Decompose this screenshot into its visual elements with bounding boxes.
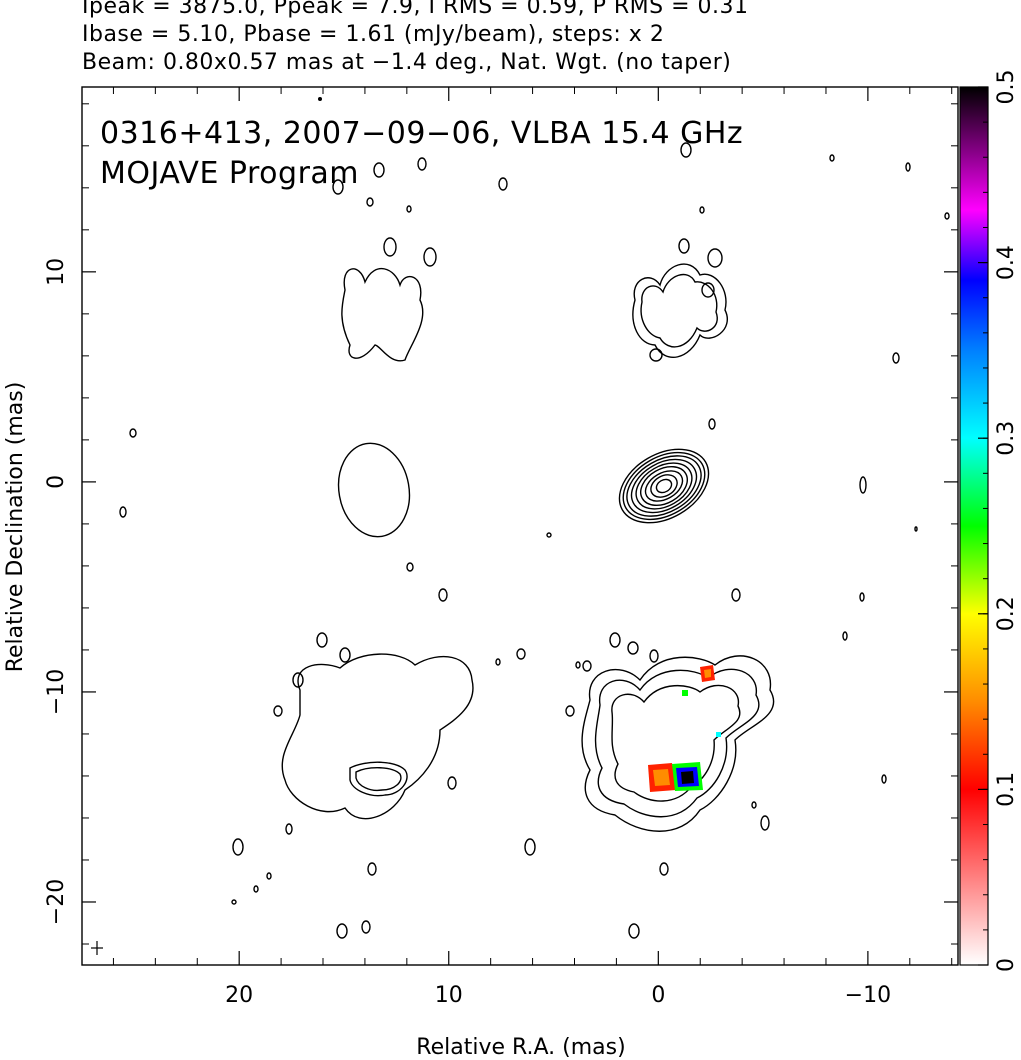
x-axis-label: Relative R.A. (mas) — [416, 1035, 625, 1060]
colorbar-tick-label: 0.5 — [994, 70, 1019, 105]
x-tick-label: 20 — [225, 983, 253, 1008]
colorbar-ticks: 0 0.1 0.2 0.3 0.4 0.5 — [978, 70, 1019, 972]
upper-polarization-island — [423, 247, 437, 267]
header-base-line: Ibase = 5.10, Pbase = 1.61 (mJy/beam), s… — [82, 22, 665, 47]
colorbar-tick-label: 0.2 — [994, 596, 1019, 631]
core-polarization-contour — [337, 442, 411, 538]
upper-polarization-island — [383, 237, 397, 257]
colorbar — [959, 86, 989, 966]
noise-islands — [119, 97, 950, 939]
y-axis-label: Relative Declination (mas) — [3, 382, 28, 673]
colorbar-tick-label: 0.3 — [994, 421, 1019, 456]
plot-title: 0316+413, 2007−09−06, VLBA 15.4 GHz — [100, 116, 743, 151]
x-tick-labels: 20 10 0 −10 — [225, 983, 891, 1008]
header-beam-line: Beam: 0.80x0.57 mas at −1.4 deg., Nat. W… — [82, 50, 732, 75]
contour-art — [91, 97, 950, 955]
y-tick-label: −10 — [44, 669, 69, 715]
lower-intensity-contours — [565, 632, 775, 832]
colorbar-tick-label: 0.4 — [994, 245, 1019, 280]
y-tick-label: 10 — [44, 258, 69, 286]
core-contours — [618, 448, 710, 524]
x-tick-label: −10 — [845, 983, 891, 1008]
axis-ticks — [82, 87, 958, 965]
beam-marker — [91, 941, 103, 955]
lower-polarization-contours — [273, 632, 474, 820]
y-tick-labels: 10 0 −10 −20 — [44, 258, 69, 925]
x-tick-label: 0 — [651, 983, 665, 1008]
plot-frame — [81, 86, 959, 966]
colorbar-tick-label: 0 — [994, 958, 1019, 972]
colorbar-tick-label: 0.1 — [994, 772, 1019, 807]
upper-intensity-contours — [632, 238, 728, 362]
header-stats-line: Ipeak = 3875.0, Ppeak = 7.9, I RMS = 0.5… — [82, 0, 749, 19]
y-tick-label: 0 — [44, 475, 69, 489]
y-tick-label: −20 — [44, 879, 69, 925]
upper-polarization-contour — [341, 268, 424, 362]
plot-subtitle: MOJAVE Program — [100, 156, 359, 191]
x-tick-label: 10 — [435, 983, 463, 1008]
polarization-color-patches — [648, 665, 721, 792]
